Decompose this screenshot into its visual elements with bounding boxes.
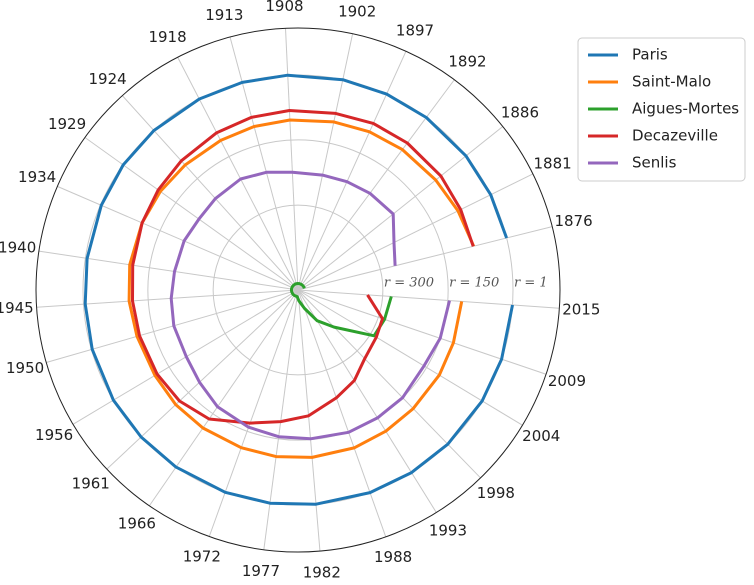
angle-tick-label: 1881 <box>534 155 572 173</box>
spoke <box>297 289 560 309</box>
angle-tick-label: 1892 <box>448 53 486 71</box>
spoke <box>297 126 504 291</box>
spoke <box>297 289 523 426</box>
spoke <box>148 289 299 507</box>
angle-tick-label: 1929 <box>48 115 86 133</box>
spoke <box>84 137 299 291</box>
spoke <box>121 95 299 291</box>
radial-tick-label: r = 300 <box>384 276 434 291</box>
spoke <box>297 226 553 291</box>
series-line <box>131 109 475 425</box>
spoke <box>297 79 455 291</box>
spoke <box>285 28 299 291</box>
angle-tick-label: 2015 <box>562 300 600 318</box>
spoke <box>297 289 387 538</box>
legend-label: Senlis <box>632 154 677 172</box>
legend-box <box>577 37 746 182</box>
angle-tick-label: 2009 <box>548 372 586 390</box>
angle-tick-label: 1897 <box>396 22 434 40</box>
spoke <box>297 289 321 552</box>
spoke <box>297 289 547 375</box>
radial-tick-label: r = 150 <box>449 276 499 291</box>
series-line <box>127 118 476 459</box>
grid-circle <box>147 139 449 441</box>
angle-tick-label: 1945 <box>0 299 34 317</box>
spoke <box>38 250 299 291</box>
angle-tick-label: 1988 <box>374 548 412 566</box>
angle-tick-label: 1940 <box>0 238 36 256</box>
spoke <box>297 33 354 291</box>
spoke <box>57 185 299 291</box>
angle-tick-label: 1924 <box>89 70 127 88</box>
series-line <box>169 170 451 441</box>
legend-label: Saint-Malo <box>632 73 711 91</box>
spoke <box>297 51 407 291</box>
angle-tick-label: 1950 <box>6 359 44 377</box>
angle-tick-label: 1966 <box>118 514 156 532</box>
angle-tick-label: 1934 <box>18 168 56 186</box>
grid-circle <box>212 204 384 376</box>
legend-label: Aigues-Mortes <box>632 100 739 118</box>
angle-tick-label: 1982 <box>303 564 341 581</box>
angle-tick-label: 1998 <box>477 484 515 502</box>
angle-tick-label: 1918 <box>148 28 186 46</box>
spoke <box>297 289 437 513</box>
angle-tick-label: 1956 <box>35 426 73 444</box>
spoke <box>297 289 481 479</box>
series-line <box>83 73 514 506</box>
angle-tick-label: 1913 <box>205 6 243 24</box>
angle-tick-label: 1977 <box>242 562 280 580</box>
spoke <box>46 289 299 364</box>
spoke <box>177 57 299 291</box>
legend-label: Decazeville <box>632 127 718 145</box>
spoke <box>208 289 299 537</box>
spoke <box>106 289 299 470</box>
angle-tick-label: 1902 <box>338 3 376 21</box>
angle-tick-label: 1886 <box>501 103 539 121</box>
polar-frame <box>35 27 561 553</box>
angle-tick-label: 1972 <box>183 548 221 566</box>
spoke <box>297 173 534 291</box>
angle-tick-label: 1876 <box>554 212 592 230</box>
spoke <box>36 289 299 308</box>
angle-tick-label: 1961 <box>72 475 110 493</box>
angle-tick-label: 2004 <box>522 427 560 445</box>
radial-tick-label: r = 1 <box>514 276 548 291</box>
legend-label: Paris <box>632 46 668 64</box>
spoke <box>263 289 299 550</box>
angle-tick-label: 1993 <box>429 522 467 540</box>
spoke <box>229 36 299 291</box>
series-line <box>290 282 393 338</box>
angle-tick-label: 1908 <box>265 0 303 15</box>
